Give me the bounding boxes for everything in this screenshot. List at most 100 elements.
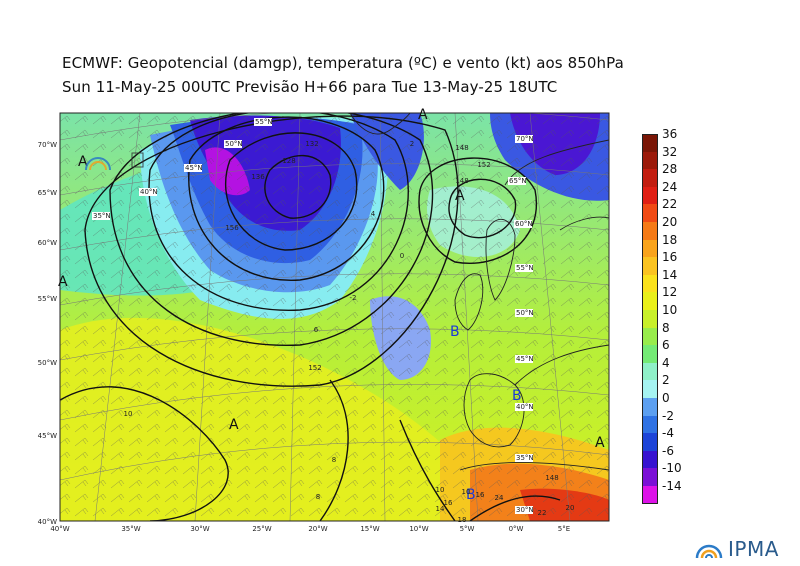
grid-label: 65°N	[509, 177, 527, 185]
lon-tick-label: 10°W	[409, 525, 428, 533]
contour-label: 16	[476, 491, 485, 499]
map-frame	[59, 112, 610, 522]
grid-label-bg	[515, 403, 533, 411]
contour-label: 148	[455, 177, 468, 185]
colorbar-label: 8	[662, 320, 670, 335]
grid-label: 50°N	[225, 140, 243, 148]
colorbar-swatch	[642, 327, 658, 346]
colorbar-swatch	[642, 468, 658, 486]
ipma-logo-icon	[695, 544, 723, 559]
chart-title-line1: ECMWF: Geopotencial (damgp), temperatura…	[62, 54, 624, 72]
pressure-center-high: A	[229, 417, 239, 433]
grid-label-bg	[515, 264, 533, 272]
contour-label: 22	[538, 509, 547, 517]
contour-label: 24	[495, 494, 504, 502]
contour-label: 132	[305, 140, 318, 148]
grid-label: 40°N	[140, 188, 158, 196]
contour-label: 4	[371, 210, 376, 218]
pressure-center-high: A	[58, 274, 68, 290]
grid-label: 35°N	[516, 454, 534, 462]
colorbar-swatch	[642, 204, 658, 222]
colorbar-swatch	[642, 415, 658, 434]
pressure-center-high: A	[455, 188, 465, 204]
watermark-logo	[85, 152, 144, 171]
colorbar-label: 22	[662, 197, 678, 212]
colorbar-swatch	[642, 486, 658, 504]
grid-label: 45°N	[516, 355, 534, 363]
lon-tick-label: 15°W	[360, 525, 379, 533]
contour-label: 148	[455, 144, 468, 152]
colorbar-label: 20	[662, 215, 678, 229]
chart-title-line2: Sun 11-May-25 00UTC Previsão H+66 para T…	[62, 78, 558, 96]
geopotential-contours	[60, 113, 561, 521]
colorbar-swatch	[642, 310, 658, 328]
grid-label-bg	[184, 164, 202, 172]
grid-label-bg	[514, 220, 532, 228]
grid-label: 40°N	[516, 403, 534, 411]
grid-label-bg	[515, 506, 533, 514]
contour-label: 18	[458, 516, 467, 524]
grid-label: 55°N	[516, 264, 534, 272]
contour-label: 16	[444, 499, 453, 507]
grid-label-bg	[515, 454, 533, 462]
graticule	[60, 113, 609, 521]
grid-label: 45°N	[185, 164, 203, 172]
lat-tick-label: 60°W	[38, 239, 57, 247]
lon-tick-label: 30°W	[190, 525, 209, 533]
pressure-center-low: B	[466, 487, 476, 503]
contour-label: 14	[436, 505, 445, 513]
colorbar-label: -4	[662, 426, 674, 441]
grid-label: 60°N	[515, 220, 533, 228]
colorbar-label: 0	[662, 391, 670, 405]
colorbar-label: 4	[662, 355, 670, 370]
ipma-logo-text: IPMA	[728, 537, 779, 561]
pressure-center-high: A	[78, 154, 88, 170]
grid-label-bg	[515, 355, 533, 363]
colorbar-swatch	[642, 186, 658, 205]
contour-label: 20	[566, 504, 575, 512]
colorbar-label: 28	[662, 162, 678, 177]
grid-label: 55°N	[255, 118, 273, 126]
lat-tick-label: 70°W	[38, 141, 57, 149]
grid-label: 30°N	[516, 506, 534, 514]
colorbar-swatch	[642, 345, 658, 363]
ipma-logo: IPMA	[694, 536, 779, 562]
colorbar-label: 16	[662, 250, 678, 265]
grid-label-bg	[224, 140, 242, 148]
colorbar-label: -14	[662, 479, 682, 493]
lon-tick-label: 5°W	[460, 525, 475, 533]
pressure-center-high: A	[418, 107, 428, 123]
grid-label-bg	[139, 188, 157, 196]
grid-label: 50°N	[516, 309, 534, 317]
colorbar-label: 14	[662, 267, 678, 282]
lon-tick-label: 5°E	[558, 525, 570, 533]
lat-tick-label: 65°W	[38, 189, 57, 197]
colorbar-swatch	[642, 274, 658, 293]
colorbar-swatch	[642, 134, 658, 152]
grid-label: 70°N	[516, 135, 534, 143]
colorbar-swatch	[642, 450, 658, 469]
lon-tick-label: 20°W	[308, 525, 327, 533]
lon-tick-label: 35°W	[121, 525, 140, 533]
colorbar-label: -2	[662, 408, 674, 423]
contour-label: 0	[400, 252, 404, 260]
contour-label: 10	[124, 410, 133, 418]
contour-label: 156	[225, 224, 239, 232]
grid-label: 35°N	[93, 212, 111, 220]
colorbar-label: 24	[662, 179, 678, 194]
contour-label: -2	[350, 294, 357, 302]
colorbar-label: 32	[662, 144, 678, 159]
pressure-center-low: B	[512, 388, 522, 404]
colorbar-label: 10	[662, 303, 678, 317]
lat-tick-label: 55°W	[38, 295, 57, 303]
grid-label-bg	[92, 212, 110, 220]
pressure-center-high: A	[595, 435, 605, 451]
lat-tick-label: 50°W	[38, 359, 57, 367]
lon-tick-label: 0°W	[509, 525, 524, 533]
grid-label-bg	[515, 309, 533, 317]
contour-label: 148	[545, 474, 558, 482]
grid-labels: 55°N 50°N 45°N 40°N 35°N 70°N 65°N 60°N 55°N 50°N…	[92, 118, 534, 514]
colorbar-swatch	[642, 257, 658, 275]
grid-label-bg	[515, 135, 533, 143]
